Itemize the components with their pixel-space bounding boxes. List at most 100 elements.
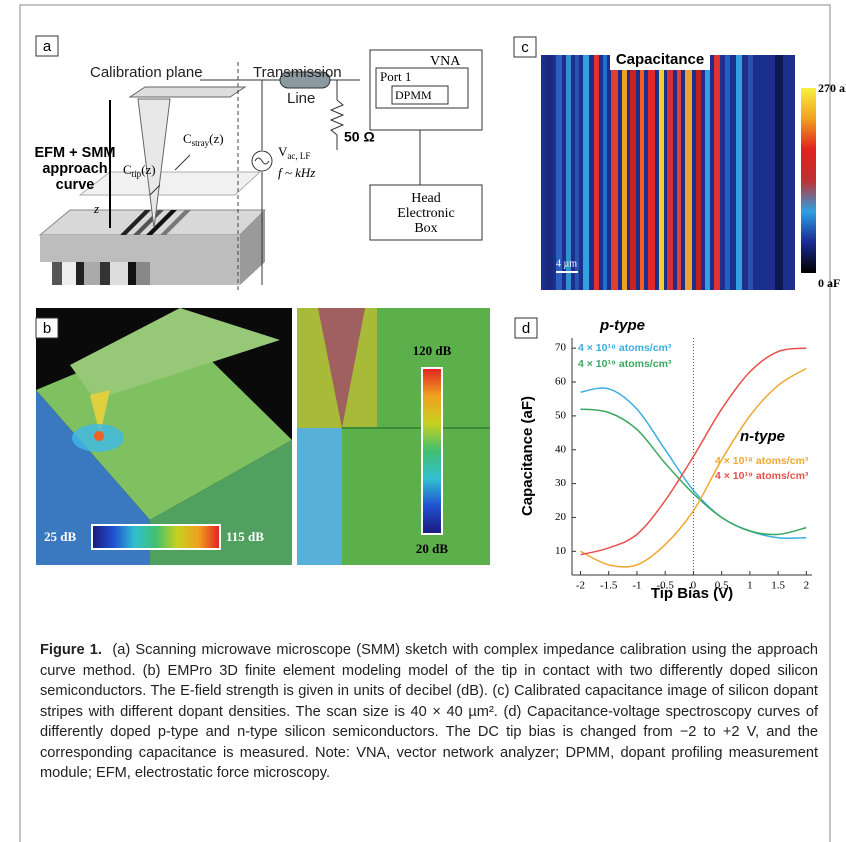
symbol-arg: (z) xyxy=(141,162,155,177)
x-tick-label: 1.5 xyxy=(771,580,785,592)
sample-stripe xyxy=(62,262,76,285)
text: DPMM xyxy=(395,88,432,102)
cap-stripe xyxy=(583,55,589,290)
y-tick-label: 10 xyxy=(555,545,567,557)
text: Port 1 xyxy=(380,69,411,84)
x-tick-label: 1 xyxy=(747,580,753,592)
panel-label: c xyxy=(521,39,529,56)
sample-stripe xyxy=(76,262,84,285)
cap-stripe xyxy=(659,55,664,290)
left-colorbar xyxy=(92,525,220,549)
text: Electronic xyxy=(397,206,455,221)
legend-label: 4 × 10¹⁸ atoms/cm³ xyxy=(578,342,672,354)
symbol-sub: ac, LF xyxy=(287,151,310,161)
cap-stripe xyxy=(748,55,753,290)
cap-stripe xyxy=(705,55,710,290)
text: approach xyxy=(42,161,107,177)
text: 120 dB xyxy=(413,343,452,358)
symbol: Vac, LF xyxy=(278,144,310,161)
text: Calibration plane xyxy=(90,64,203,81)
text: VNA xyxy=(430,54,461,69)
y-axis-label: Capacitance (aF) xyxy=(519,396,536,516)
cantilever xyxy=(130,87,245,97)
cap-stripe xyxy=(677,55,681,290)
text: Box xyxy=(414,221,437,236)
text: z xyxy=(93,201,99,216)
text: 0 aF xyxy=(818,276,840,290)
sample-stripe xyxy=(128,262,136,285)
sample-stripe xyxy=(136,262,150,285)
cap-stripe xyxy=(611,55,618,290)
symbol-main: C xyxy=(123,162,132,177)
cap-stripe xyxy=(640,55,644,290)
x-axis-label: Tip Bias (V) xyxy=(651,585,733,602)
cap-stripe xyxy=(622,55,627,290)
cap-stripe xyxy=(685,55,692,290)
cap-stripe xyxy=(566,55,571,290)
series-line xyxy=(580,348,806,555)
fem-right-blue xyxy=(297,428,342,565)
cap-stripe xyxy=(603,55,607,290)
y-tick-label: 60 xyxy=(555,376,567,388)
cap-stripe xyxy=(630,55,636,290)
cap-stripe xyxy=(667,55,673,290)
cstray-cap xyxy=(175,155,190,170)
text: 50 Ω xyxy=(344,129,375,145)
page: aCalibration planeTransmissionLineVNAPor… xyxy=(0,0,846,842)
text: Capacitance xyxy=(616,51,704,68)
y-tick-label: 40 xyxy=(555,443,567,455)
right-colorbar xyxy=(422,368,442,534)
text: Transmission xyxy=(253,64,342,81)
y-tick-label: 70 xyxy=(555,342,567,354)
sample-stripe xyxy=(110,262,128,285)
text: curve xyxy=(56,177,95,193)
sample-stripe xyxy=(100,262,110,285)
cap-stripe xyxy=(545,55,553,290)
symbol-sub: tip xyxy=(132,169,142,179)
cap-stripe xyxy=(648,55,655,290)
panel-label: d xyxy=(522,320,530,337)
resistor xyxy=(331,100,343,150)
symbol: Cstray(z) xyxy=(183,131,224,148)
text: 115 dB xyxy=(226,529,264,544)
group-heading: p-type xyxy=(599,317,645,334)
y-tick-label: 20 xyxy=(555,511,567,523)
text: Line xyxy=(287,90,315,107)
cap-stripe xyxy=(575,55,579,290)
cap-colorbar xyxy=(801,88,816,273)
symbol-main: C xyxy=(183,131,192,146)
panel-label: b xyxy=(43,320,51,337)
x-tick-label: 2 xyxy=(804,580,810,592)
cap-stripe xyxy=(714,55,720,290)
group-heading: n-type xyxy=(740,428,785,445)
text: Head xyxy=(411,191,441,206)
text: EFM + SMM xyxy=(35,145,116,161)
legend-label: 4 × 10¹⁹ atoms/cm³ xyxy=(578,358,672,370)
cap-stripe xyxy=(556,55,562,290)
cap-stripe xyxy=(775,55,783,290)
fem-hot-core xyxy=(94,431,104,441)
text: 270 aF xyxy=(818,81,846,95)
x-tick-label: -2 xyxy=(576,580,585,592)
legend-label: 4 × 10¹⁹ atoms/cm³ xyxy=(715,470,809,482)
symbol: Ctip(z) xyxy=(123,162,156,179)
x-tick-label: -1 xyxy=(632,580,641,592)
cap-stripe xyxy=(760,55,766,290)
y-tick-label: 30 xyxy=(555,477,567,489)
cap-stripe xyxy=(696,55,701,290)
x-tick-label: -1.5 xyxy=(600,580,618,592)
text: f ~ kHz xyxy=(278,165,315,180)
cap-stripe xyxy=(594,55,599,290)
symbol-arg: (z) xyxy=(209,131,223,146)
cap-stripe xyxy=(725,55,730,290)
sample-stripe xyxy=(52,262,62,285)
caption-label: Figure 1. xyxy=(40,642,102,658)
caption: Figure 1. (a) Scanning microwave microsc… xyxy=(40,640,818,784)
text: 25 dB xyxy=(44,529,76,544)
caption-text: (a) Scanning microwave microscope (SMM) … xyxy=(40,642,818,781)
sample-stripe xyxy=(40,262,52,285)
legend-label: 4 × 10¹⁸ atoms/cm³ xyxy=(715,455,809,467)
y-tick-label: 50 xyxy=(555,409,567,421)
text: 4 µm xyxy=(556,258,577,269)
text: 20 dB xyxy=(416,541,448,556)
